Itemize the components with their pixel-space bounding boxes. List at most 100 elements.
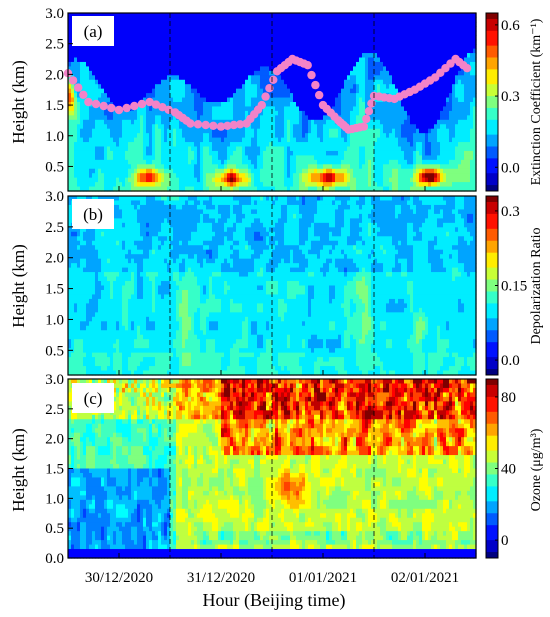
heatmap-cell <box>170 53 174 59</box>
heatmap-cell <box>95 75 99 81</box>
heatmap-cell <box>185 106 189 112</box>
heatmap-cell <box>116 17 120 23</box>
heatmap-cell <box>197 182 201 188</box>
heatmap-cell <box>113 39 117 45</box>
heatmap-cell <box>200 57 204 63</box>
heatmap-cell <box>68 35 72 41</box>
heatmap-cell <box>107 13 111 19</box>
heatmap-cell <box>128 115 132 121</box>
heatmap-cell <box>194 164 198 170</box>
heatmap-cell <box>158 159 162 165</box>
heatmap-cell <box>119 17 123 23</box>
heatmap-cell <box>83 186 87 192</box>
heatmap-cell <box>122 75 126 81</box>
heatmap-cell <box>68 84 72 90</box>
heatmap-cell <box>173 35 177 41</box>
heatmap-cell <box>182 26 186 32</box>
heatmap-cell <box>176 150 180 156</box>
heatmap-cell <box>182 48 186 54</box>
heatmap-cell <box>140 35 144 41</box>
heatmap-cell <box>77 110 81 116</box>
heatmap-cell <box>140 17 144 23</box>
heatmap-cell <box>80 97 84 103</box>
heatmap-cell <box>122 57 126 63</box>
heatmap-cell <box>107 159 111 165</box>
heatmap-cell <box>95 128 99 134</box>
heatmap-cell <box>86 53 90 59</box>
heatmap-cell <box>83 61 87 67</box>
heatmap-cell <box>101 182 105 188</box>
heatmap-cell <box>164 30 168 36</box>
heatmap-cell <box>185 186 189 192</box>
heatmap-cell <box>116 84 120 90</box>
heatmap-cell <box>152 186 156 192</box>
heatmap-cell <box>164 26 168 32</box>
heatmap-cell <box>140 142 144 148</box>
heatmap-cell <box>134 53 138 59</box>
heatmap-cell <box>83 66 87 72</box>
heatmap-cell <box>116 39 120 45</box>
heatmap-cell <box>152 75 156 81</box>
heatmap-cell <box>176 30 180 36</box>
heatmap-cell <box>119 133 123 139</box>
heatmap-cell <box>68 177 72 183</box>
heatmap-cell <box>140 155 144 161</box>
heatmap-cell <box>101 79 105 85</box>
heatmap-cell <box>185 75 189 81</box>
heatmap-cell <box>137 13 141 19</box>
heatmap-cell <box>77 168 81 174</box>
heatmap-cell <box>74 53 78 59</box>
heatmap-cell <box>203 110 207 116</box>
heatmap-cell <box>110 79 114 85</box>
heatmap-cell <box>158 142 162 148</box>
heatmap-cell <box>122 128 126 134</box>
heatmap-cell <box>113 57 117 63</box>
heatmap-cell <box>209 177 213 183</box>
heatmap-cell <box>188 110 192 116</box>
heatmap-cell <box>68 88 72 94</box>
heatmap-cell <box>116 164 120 170</box>
heatmap-cell <box>86 164 90 170</box>
heatmap-cell <box>89 48 93 54</box>
heatmap-cell <box>161 159 165 165</box>
heatmap-cell <box>122 53 126 59</box>
heatmap-cell <box>71 48 75 54</box>
heatmap-cell <box>179 128 183 134</box>
heatmap-cell <box>173 57 177 63</box>
heatmap-cell <box>119 155 123 161</box>
heatmap-cell <box>80 13 84 19</box>
heatmap-cell <box>146 119 150 125</box>
heatmap-cell <box>143 48 147 54</box>
heatmap-cell <box>185 142 189 148</box>
heatmap-cell <box>128 155 132 161</box>
heatmap-cell <box>119 61 123 67</box>
heatmap-cell <box>116 70 120 76</box>
heatmap-cell <box>173 159 177 165</box>
heatmap-cell <box>152 150 156 156</box>
heatmap-cell <box>140 57 144 63</box>
heatmap-cell <box>206 115 210 121</box>
heatmap-cell <box>176 39 180 45</box>
heatmap-cell <box>203 159 207 165</box>
heatmap-cell <box>182 88 186 94</box>
heatmap-cell <box>179 137 183 143</box>
heatmap-cell <box>101 88 105 94</box>
heatmap-cell <box>131 48 135 54</box>
heatmap-cell <box>143 155 147 161</box>
heatmap-cell <box>185 146 189 152</box>
heatmap-cell <box>134 173 138 179</box>
heatmap-cell <box>83 84 87 90</box>
heatmap-cell <box>95 13 99 19</box>
heatmap-cell <box>107 168 111 174</box>
heatmap-cell <box>158 168 162 174</box>
heatmap-cell <box>194 128 198 134</box>
heatmap-cell <box>80 53 84 59</box>
heatmap-cell <box>191 21 195 27</box>
heatmap-cell <box>131 30 135 36</box>
heatmap-cell <box>176 173 180 179</box>
heatmap-cell <box>122 17 126 23</box>
heatmap-cell <box>134 88 138 94</box>
heatmap-cell <box>179 93 183 99</box>
heatmap-cell <box>191 57 195 63</box>
heatmap-cell <box>191 186 195 192</box>
